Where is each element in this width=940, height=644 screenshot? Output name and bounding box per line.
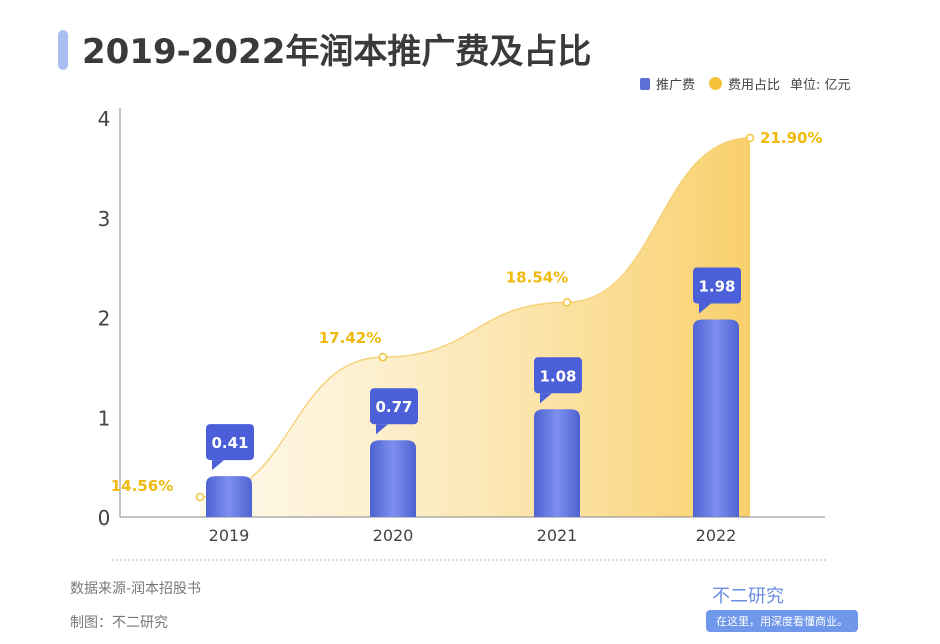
percent-line — [199, 137, 751, 498]
bar-label-bubble — [534, 357, 582, 394]
percent-label: 17.42% — [319, 329, 381, 347]
percent-point — [562, 298, 572, 307]
bar — [370, 440, 416, 517]
credit-note: 制图：不二研究 — [70, 615, 168, 631]
bar-label-pointer — [540, 393, 552, 404]
percent-label: 21.90% — [760, 129, 822, 147]
legend-bar-swatch — [640, 77, 650, 90]
chart-title: 2019-2022年润本推广费及占比 — [82, 32, 592, 72]
bar — [693, 319, 739, 517]
y-tick-label: 3 — [98, 207, 111, 231]
legend: 推广费 费用占比 单位: 亿元 — [640, 74, 851, 93]
bar-label-pointer — [376, 424, 388, 435]
bar-label-bubble — [693, 267, 741, 304]
percent-point — [195, 492, 205, 502]
bar-value-label: 1.08 — [539, 367, 576, 385]
percent-point — [745, 133, 755, 143]
bar-label-pointer — [699, 303, 711, 314]
legend-line-swatch — [709, 77, 723, 90]
bar-value-label: 0.41 — [211, 434, 248, 452]
brand-slogan: 在这里，用深度看懂商业。 — [706, 610, 858, 632]
x-tick-label: 2020 — [373, 526, 414, 545]
y-tick-label: 4 — [98, 107, 111, 131]
y-tick-label: 1 — [98, 406, 111, 430]
bar-label-bubble — [370, 388, 418, 425]
percent-point — [378, 352, 388, 362]
source-note: 数据来源-润本招股书 — [70, 581, 202, 597]
bar-label-pointer — [212, 460, 224, 471]
x-tick-label: 2022 — [696, 526, 737, 545]
legend-line-label: 费用占比 — [728, 78, 781, 93]
legend-bar-label: 推广费 — [656, 78, 696, 93]
y-tick-label: 2 — [98, 307, 111, 331]
x-tick-label: 2021 — [537, 526, 578, 545]
unit-label: 单位: 亿元 — [790, 78, 851, 93]
bar-value-label: 0.77 — [375, 398, 412, 416]
area-fill — [200, 138, 750, 517]
title-accent — [58, 30, 68, 70]
y-tick-label: 0 — [98, 506, 111, 530]
bar-label-bubble — [206, 424, 254, 461]
percent-label: 14.56% — [111, 477, 173, 495]
bar — [206, 476, 252, 517]
bar-value-label: 1.98 — [698, 277, 735, 295]
bar — [534, 409, 580, 517]
x-tick-label: 2019 — [209, 526, 250, 545]
brand-logo: 不二研究 — [712, 586, 784, 607]
percent-label: 18.54% — [506, 268, 568, 286]
